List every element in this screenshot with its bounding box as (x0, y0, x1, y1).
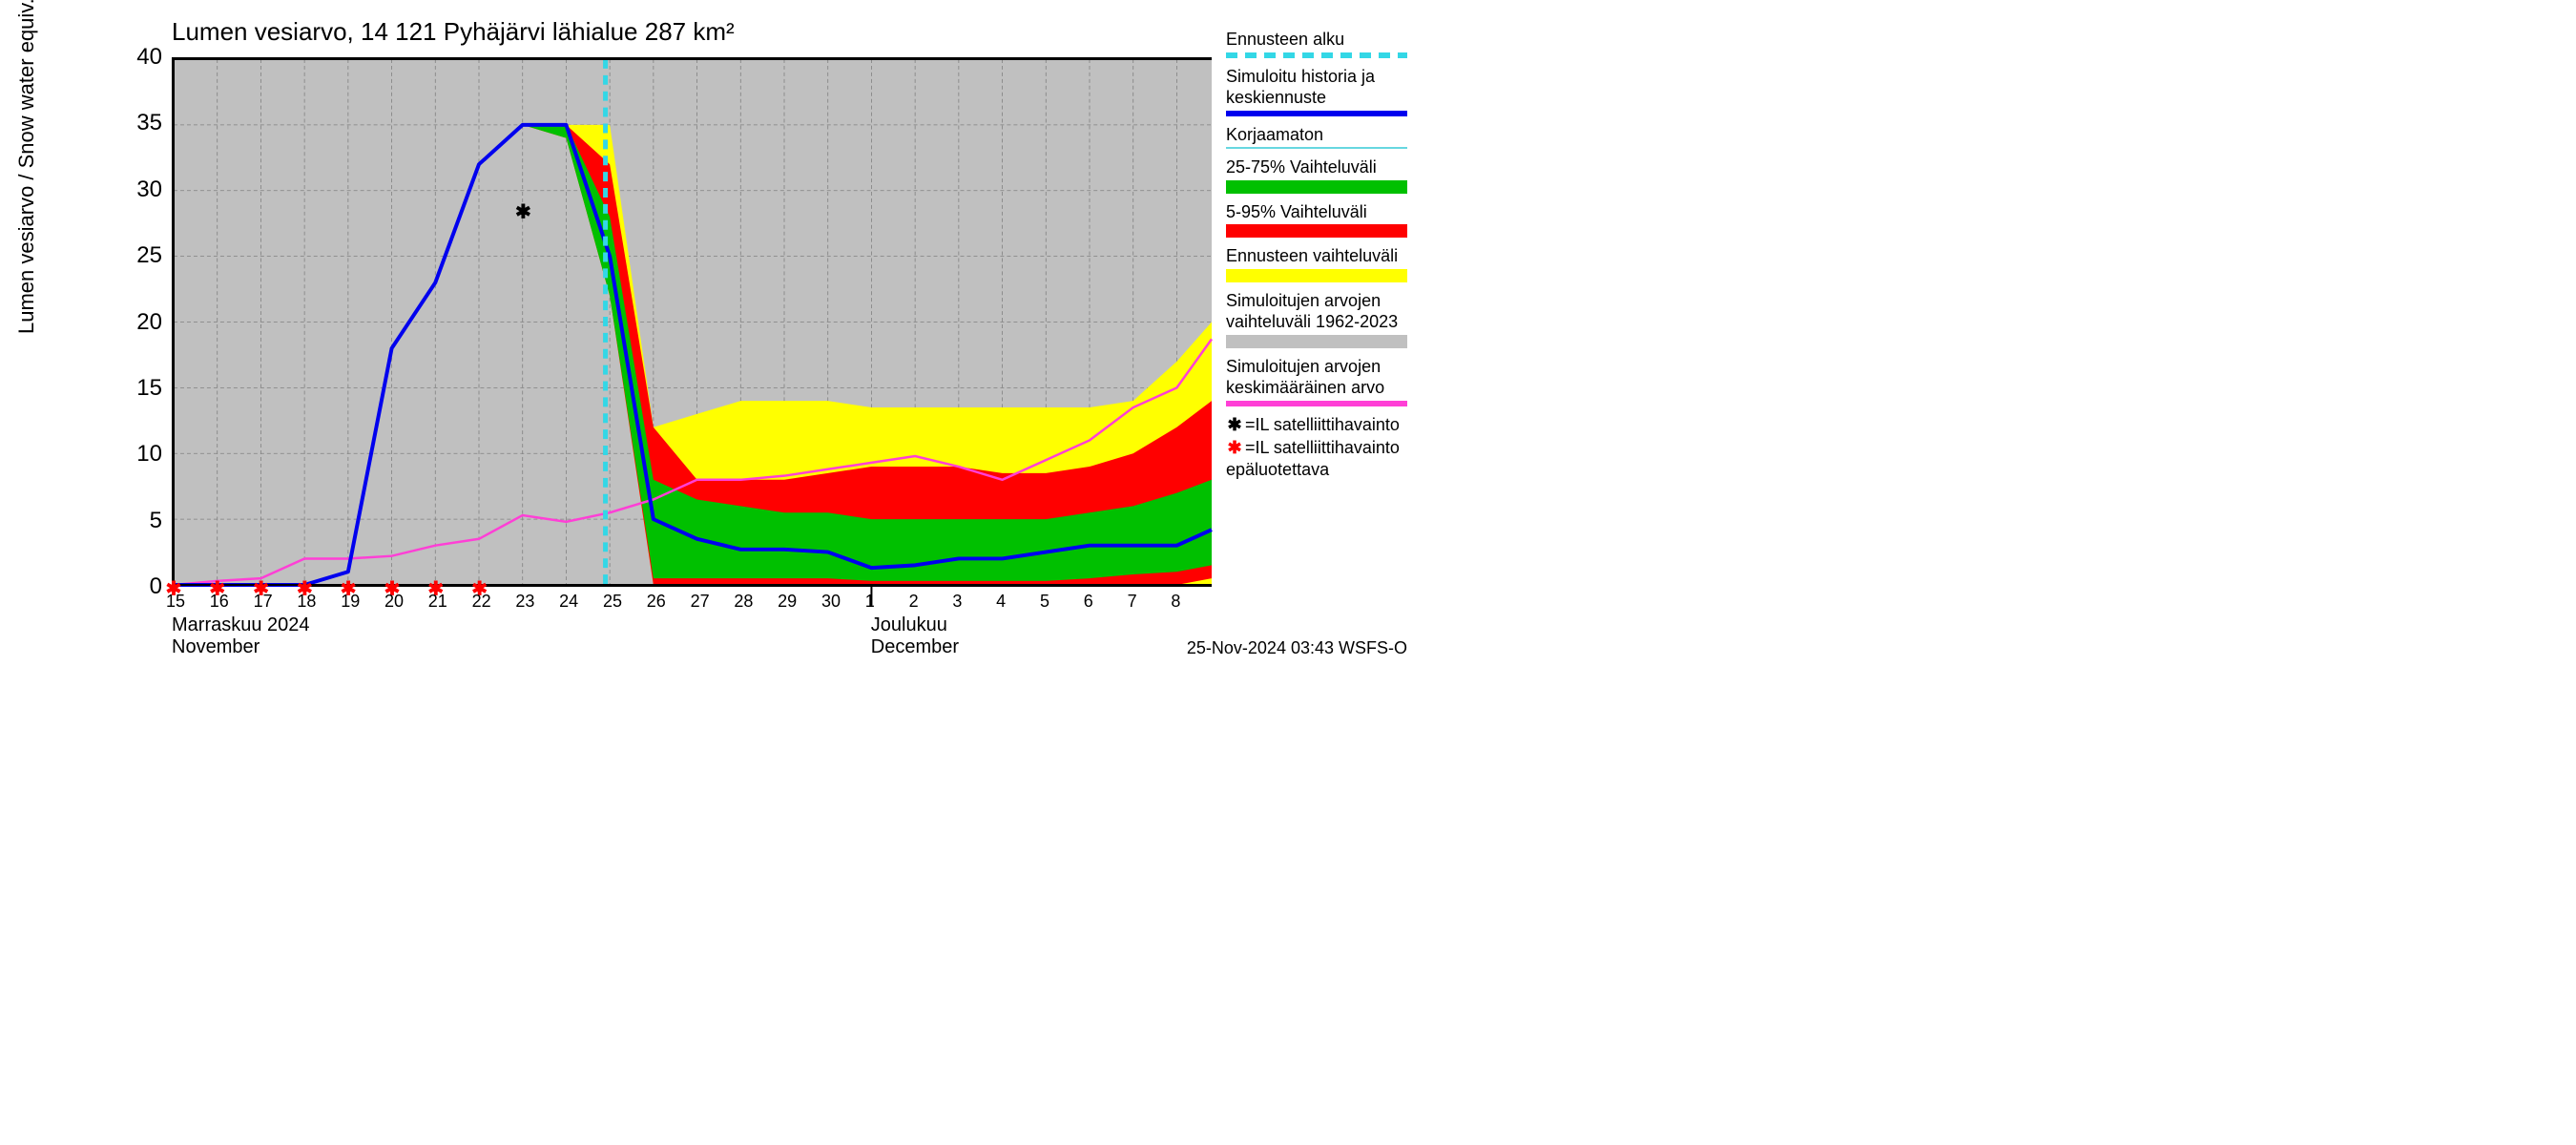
month-label: Marraskuu 2024November (172, 614, 310, 658)
x-tick-label: 21 (428, 592, 447, 612)
x-tick-label: 19 (341, 592, 360, 612)
x-tick-label: 1 (865, 592, 875, 612)
x-tick-label: 26 (647, 592, 666, 612)
x-tick-label: 16 (210, 592, 229, 612)
x-tick-label: 2 (909, 592, 919, 612)
legend-item: ✱=IL satelliittihavainto epäluotettava (1226, 437, 1417, 480)
x-tick-label: 27 (691, 592, 710, 612)
y-tick-label: 40 (105, 44, 162, 71)
x-tick-label: 28 (734, 592, 753, 612)
y-tick-label: 0 (105, 573, 162, 600)
x-tick-label: 18 (297, 592, 316, 612)
y-tick-label: 15 (105, 375, 162, 402)
legend: Ennusteen alku Simuloitu historia ja kesk… (1226, 29, 1417, 482)
legend-item: Simuloitujen arvojen vaihteluväli 1962-2… (1226, 290, 1417, 348)
x-tick-label: 17 (254, 592, 273, 612)
legend-item: Ennusteen vaihteluväli (1226, 245, 1417, 282)
legend-item: Simuloitu historia ja keskiennuste (1226, 66, 1417, 116)
y-tick-label: 35 (105, 110, 162, 136)
x-tick-label: 30 (821, 592, 841, 612)
x-tick-label: 20 (384, 592, 404, 612)
y-tick-label: 30 (105, 177, 162, 203)
month-label: JoulukuuDecember (871, 614, 959, 658)
chart-title: Lumen vesiarvo, 14 121 Pyhäjärvi lähialu… (172, 17, 735, 47)
x-tick-label: 29 (778, 592, 797, 612)
y-tick-label: 10 (105, 441, 162, 468)
legend-item: Simuloitujen arvojen keskimääräinen arvo (1226, 356, 1417, 406)
x-tick-label: 8 (1171, 592, 1180, 612)
y-tick-label: 5 (105, 508, 162, 534)
x-tick-label: 3 (952, 592, 962, 612)
x-tick-label: 6 (1084, 592, 1093, 612)
legend-item: Korjaamaton (1226, 124, 1417, 150)
x-tick-label: 7 (1128, 592, 1137, 612)
x-tick-label: 15 (166, 592, 185, 612)
x-tick-label: 23 (515, 592, 534, 612)
x-tick-label: 24 (559, 592, 578, 612)
legend-item: 25-75% Vaihteluväli (1226, 156, 1417, 194)
legend-item: Ennusteen alku (1226, 29, 1417, 58)
x-tick-label: 25 (603, 592, 622, 612)
y-axis-label: Lumen vesiarvo / Snow water equiv. mm (14, 0, 39, 334)
y-tick-label: 25 (105, 242, 162, 269)
plot-area: ✱✱✱✱✱✱✱✱✱ (172, 57, 1212, 587)
x-tick-label: 22 (472, 592, 491, 612)
timestamp: 25-Nov-2024 03:43 WSFS-O (1187, 638, 1407, 658)
y-tick-label: 20 (105, 309, 162, 336)
legend-item: 5-95% Vaihteluväli (1226, 201, 1417, 239)
x-tick-label: 5 (1040, 592, 1049, 612)
legend-item: ✱=IL satelliittihavainto (1226, 414, 1417, 436)
swe-chart: Lumen vesiarvo, 14 121 Pyhäjärvi lähialu… (0, 0, 1431, 668)
x-tick-label: 4 (996, 592, 1006, 612)
